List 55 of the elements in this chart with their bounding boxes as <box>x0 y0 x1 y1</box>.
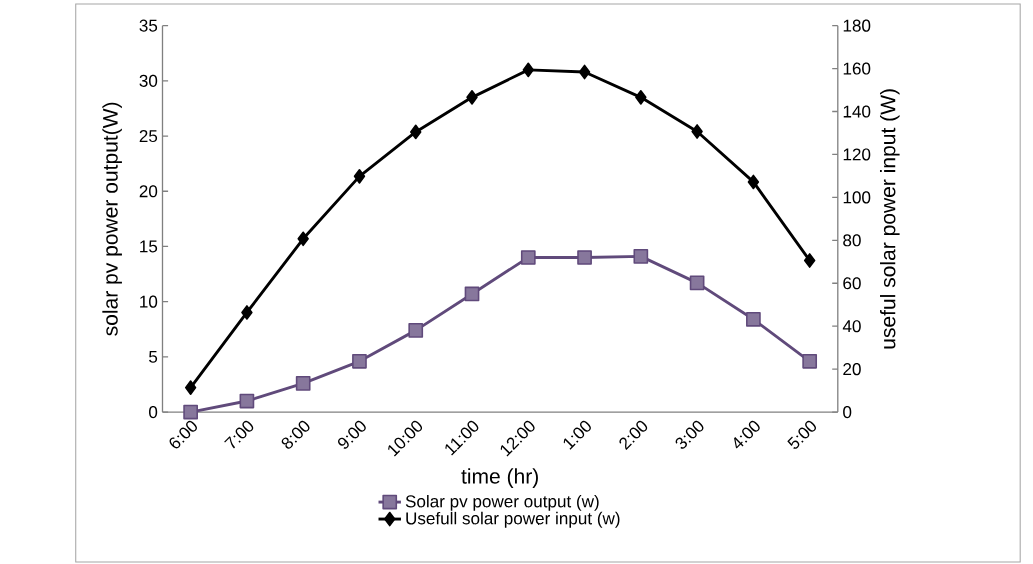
y2-tick-label: 0 <box>843 406 852 419</box>
point <box>183 404 198 420</box>
y2-tick-label: 160 <box>843 62 871 75</box>
y-tick-label: 20 <box>139 185 158 198</box>
point <box>239 393 255 409</box>
point <box>689 275 705 291</box>
x-tick-label: 5:00 <box>787 420 816 449</box>
point <box>633 249 649 264</box>
x-tick-label: 3:00 <box>675 420 704 449</box>
point <box>691 124 703 139</box>
y2-tick-label: 100 <box>843 191 871 204</box>
x-axis-title: time (hr) <box>461 468 538 488</box>
point <box>466 90 478 105</box>
y-axis-title: solar pv power output(W) <box>102 102 122 336</box>
y2-tick-label: 180 <box>843 19 871 32</box>
legend-label: Usefull solar power input (w) <box>406 511 620 528</box>
y2-tick-label: 60 <box>843 277 861 290</box>
y2-tick-label: 20 <box>843 363 861 376</box>
y-tick-label: 15 <box>140 240 158 253</box>
point <box>295 376 311 391</box>
point <box>184 380 197 396</box>
point <box>522 62 534 78</box>
x-tick-label: 6:00 <box>169 420 197 449</box>
x-tick-label: 9:00 <box>337 420 366 449</box>
x-tick-label: 2:00 <box>619 420 648 451</box>
y-tick-label: 35 <box>139 19 158 32</box>
point <box>802 353 818 369</box>
point <box>353 169 366 184</box>
point <box>746 312 761 327</box>
y-tick-label: 5 <box>149 350 158 363</box>
legend-label: Solar pv power output (w) <box>405 494 599 511</box>
y-tick-label: 25 <box>139 130 158 143</box>
y2-tick-label: 140 <box>843 105 871 118</box>
point <box>408 323 424 338</box>
y2-axis-title: useful solar power input (W) <box>879 89 900 349</box>
x-tick-label: 7:00 <box>224 420 254 449</box>
point <box>635 90 647 105</box>
y-tick-label: 30 <box>139 74 158 87</box>
y2-tick-label: 80 <box>843 234 861 247</box>
x-tick-label: 8:00 <box>281 420 310 449</box>
y-tick-label: 10 <box>140 295 158 308</box>
y-tick-label: 0 <box>149 406 158 419</box>
point <box>577 250 592 265</box>
y2-tick-label: 120 <box>843 148 871 161</box>
point <box>578 64 591 80</box>
point <box>520 250 536 265</box>
point <box>464 286 480 302</box>
point <box>241 305 253 320</box>
point <box>803 253 816 268</box>
y2-tick-label: 40 <box>842 320 861 333</box>
point <box>410 124 422 140</box>
point <box>747 174 760 190</box>
point <box>352 353 367 369</box>
x-tick-label: 4:00 <box>734 420 760 449</box>
point <box>297 231 309 247</box>
